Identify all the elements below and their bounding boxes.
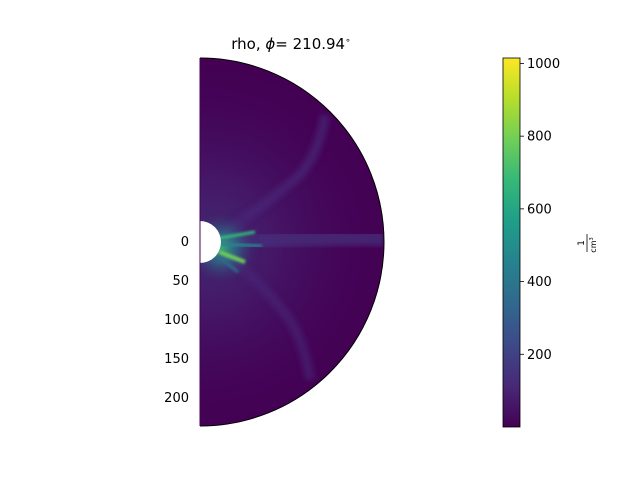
colorbar-tick-label: 600 (527, 202, 552, 217)
inner-boundary (200, 221, 221, 263)
jet-upper (219, 230, 256, 240)
unit-exponent: 3 (589, 237, 595, 240)
colorbar (502, 57, 521, 428)
chart-title: rho, ϕ= 210.94∘ (231, 35, 351, 53)
colorbar-unit-label: 1 cm3 (577, 234, 598, 253)
colorbar-tick-label: 400 (527, 275, 552, 290)
colorbar-tick-label: 800 (527, 130, 552, 145)
y-tick-label: 150 (164, 352, 189, 367)
unit-denominator: cm3 (589, 237, 598, 252)
colorbar-ticks: 200 400 600 800 1000 (520, 57, 560, 363)
jet-lower (218, 250, 246, 264)
outer-boundary (199, 57, 385, 427)
title-degree: ∘ (345, 36, 351, 46)
y-tick-label: 100 (164, 313, 189, 328)
title-prefix: rho, (231, 35, 265, 53)
y-tick-label: 0 (181, 235, 189, 250)
jet-low-fan (217, 254, 239, 274)
jet-mid (220, 242, 263, 248)
title-phi-symbol: ϕ (265, 35, 275, 53)
colorbar-tick-label: 200 (527, 348, 552, 363)
y-tick-label: 200 (164, 391, 189, 406)
title-value: = 210.94 (275, 35, 345, 53)
unit-denominator-base: cm (589, 240, 598, 252)
colorbar-tick-label: 1000 (527, 57, 560, 72)
y-tick-label: 50 (172, 274, 189, 289)
unit-numerator: 1 (577, 240, 587, 246)
inner-glow (200, 208, 262, 288)
y-tick-labels: 0 50 100 150 200 (164, 235, 189, 406)
